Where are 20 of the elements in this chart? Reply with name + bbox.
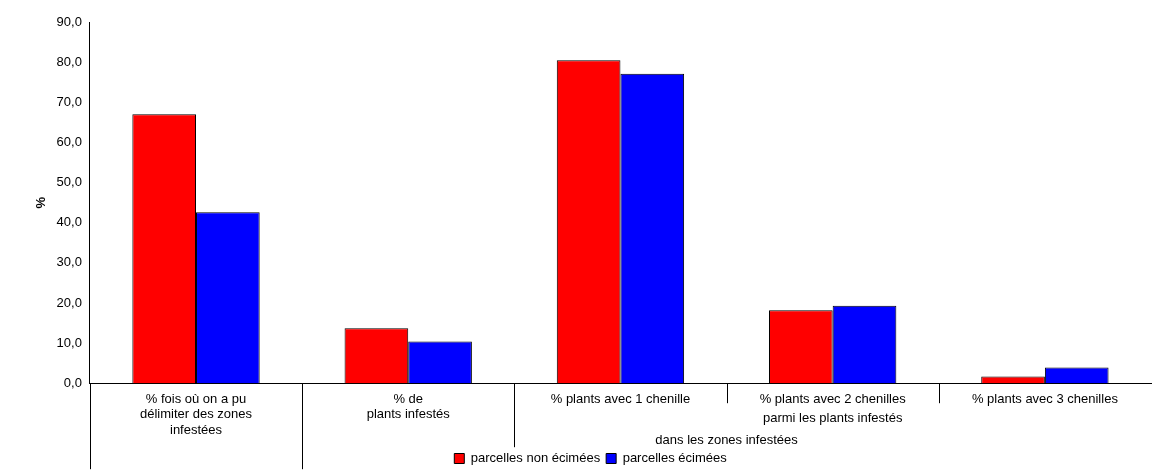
y-tick-label: 70,0 <box>56 93 82 109</box>
y-tick-label: 40,0 <box>56 214 82 230</box>
y-tick-label: 60,0 <box>56 133 82 149</box>
y-tick-label: 10,0 <box>56 334 82 350</box>
x-tick-label: % de plants infestés <box>366 390 451 422</box>
text: parmi les plants infestés <box>762 409 903 425</box>
y-tick-label: 30,0 <box>56 254 82 270</box>
y-tick-label: 80,0 <box>56 53 82 69</box>
x-tick-label: % plants avec 2 chenilles <box>759 390 907 406</box>
y-tick-label: 50,0 <box>56 174 82 190</box>
x-tick-label: % plants avec 3 chenilles <box>971 390 1119 406</box>
text: dans les zones infestées <box>655 431 799 447</box>
legend-label: parcelles écimées <box>622 450 728 466</box>
x-tick-label: % fois où on a pu délimiter des zones infestées <box>140 390 253 437</box>
x-tick-label: % plants avec 1 chenille <box>550 390 691 406</box>
legend-label: parcelles non écimées <box>470 450 601 466</box>
y-tick-label: 90,0 <box>56 13 82 29</box>
y-axis-title: % <box>33 196 49 209</box>
y-tick-label: 20,0 <box>56 294 82 310</box>
y-tick-label: 0,0 <box>63 374 82 390</box>
